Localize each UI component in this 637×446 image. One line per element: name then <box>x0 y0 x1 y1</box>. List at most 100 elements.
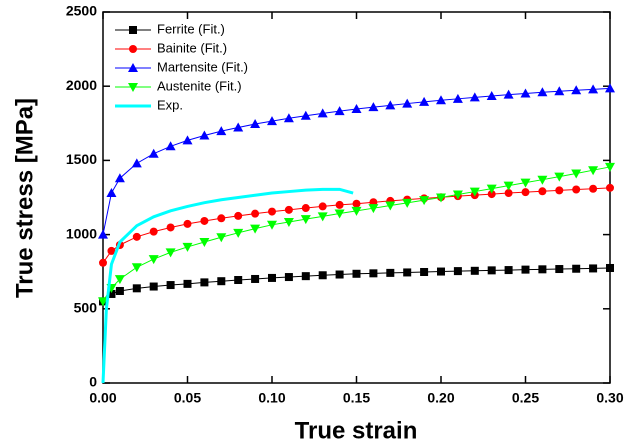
marker <box>436 95 446 105</box>
marker <box>234 211 243 220</box>
marker <box>129 45 137 53</box>
marker <box>469 187 480 197</box>
marker <box>132 232 141 241</box>
marker <box>250 224 261 234</box>
marker <box>369 269 378 278</box>
marker <box>216 233 227 243</box>
marker <box>183 219 192 228</box>
marker <box>589 184 598 193</box>
marker <box>572 264 581 273</box>
legend-label: Exp. <box>157 97 183 112</box>
x-tick-label: 0.30 <box>596 390 623 406</box>
marker <box>521 188 530 197</box>
marker <box>317 108 328 118</box>
legend-label: Ferrite (Fit.) <box>157 21 225 36</box>
marker <box>571 85 582 95</box>
y-tick-label: 1000 <box>66 225 97 241</box>
marker <box>318 202 327 211</box>
marker <box>200 278 209 287</box>
marker <box>199 238 210 248</box>
marker <box>267 116 277 126</box>
marker <box>452 93 463 103</box>
marker <box>251 209 260 218</box>
marker <box>469 92 480 102</box>
y-tick-label: 1500 <box>66 151 97 167</box>
y-axis-title: True stress [MPa] <box>11 98 38 298</box>
series-line <box>102 187 611 264</box>
marker <box>420 267 429 276</box>
marker <box>504 266 513 275</box>
marker <box>132 284 141 293</box>
marker <box>419 96 430 106</box>
marker <box>402 98 413 108</box>
marker <box>419 196 430 206</box>
marker <box>182 135 193 145</box>
marker <box>470 266 479 275</box>
marker <box>385 100 396 110</box>
marker <box>301 204 310 213</box>
marker <box>233 122 244 132</box>
legend-label: Austenite (Fit.) <box>157 78 242 93</box>
y-tick-label: 500 <box>74 300 98 316</box>
marker <box>148 255 159 265</box>
marker <box>368 102 379 112</box>
marker <box>114 173 125 183</box>
marker <box>268 273 276 282</box>
marker <box>368 204 379 214</box>
marker <box>149 282 158 291</box>
marker <box>605 83 615 93</box>
marker <box>403 268 412 277</box>
marker <box>487 190 496 199</box>
marker <box>284 205 293 214</box>
marker <box>436 193 446 203</box>
marker <box>334 209 345 219</box>
marker <box>402 198 413 208</box>
marker <box>166 281 175 290</box>
series-line <box>102 166 611 302</box>
marker <box>572 185 581 194</box>
marker <box>503 181 514 191</box>
marker <box>588 166 599 176</box>
marker <box>486 184 497 194</box>
marker <box>217 277 226 286</box>
marker <box>453 267 462 276</box>
x-tick-label: 0.10 <box>258 390 285 406</box>
marker <box>114 275 125 285</box>
marker <box>165 141 176 151</box>
marker <box>107 289 116 298</box>
marker <box>521 265 530 274</box>
marker <box>233 228 244 238</box>
marker <box>504 189 513 198</box>
x-tick-label: 0.25 <box>512 390 539 406</box>
marker <box>537 87 548 97</box>
marker <box>148 148 159 158</box>
marker <box>98 229 108 239</box>
marker <box>284 273 293 282</box>
marker <box>115 286 124 295</box>
marker <box>131 263 142 273</box>
marker <box>571 169 582 179</box>
marker <box>300 215 311 225</box>
marker <box>605 162 615 172</box>
marker <box>554 172 565 182</box>
legend-label: Martensite (Fit.) <box>157 59 248 74</box>
marker <box>199 130 210 140</box>
marker <box>107 246 116 255</box>
marker <box>250 119 261 129</box>
y-tick-label: 2500 <box>66 3 97 19</box>
marker <box>217 214 226 223</box>
marker <box>301 272 310 281</box>
marker <box>216 126 227 136</box>
marker <box>352 199 361 208</box>
marker <box>606 183 614 192</box>
marker <box>251 274 260 283</box>
marker <box>487 266 496 275</box>
marker <box>149 227 158 236</box>
marker <box>351 206 362 216</box>
marker <box>589 264 598 273</box>
marker <box>128 83 138 92</box>
marker <box>386 268 395 277</box>
marker <box>555 265 564 274</box>
marker <box>486 90 497 100</box>
